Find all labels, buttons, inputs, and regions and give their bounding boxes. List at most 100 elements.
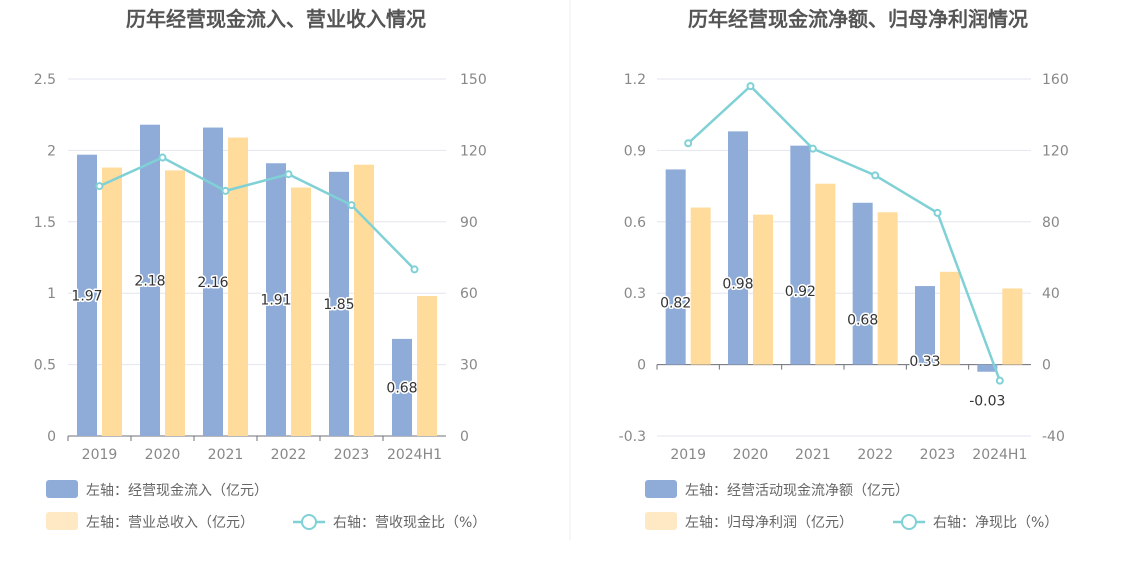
legend-swatch-bar (46, 512, 78, 530)
bar-secondary (354, 164, 374, 436)
category-label: 2024H1 (387, 447, 442, 463)
category-label: 2023 (334, 447, 370, 463)
category-label: 2019 (82, 447, 118, 463)
category-label: 2021 (208, 447, 244, 463)
right-axis-tick: 60 (460, 286, 478, 302)
left-axis-tick: 2 (47, 143, 56, 159)
bar-secondary (291, 187, 311, 436)
bar-primary (790, 145, 811, 365)
left-axis-tick: 0.3 (624, 286, 646, 302)
bar-primary (977, 364, 998, 372)
line-point (808, 144, 817, 153)
legend-label: 左轴：营业总收入（亿元） (86, 515, 254, 531)
legend-label: 右轴：营收现金比（%） (333, 515, 486, 531)
line-point (746, 82, 755, 91)
bar-primary (140, 124, 160, 437)
line-point (284, 170, 293, 179)
line-point (995, 376, 1004, 385)
right-axis-tick: 120 (1042, 143, 1069, 159)
bar-data-label: 0.33 (909, 354, 940, 370)
left-axis-tick: 1.2 (624, 72, 646, 88)
bar-primary (852, 202, 873, 365)
legend-swatch-bar (645, 480, 677, 498)
legend-swatch-point (901, 514, 917, 530)
category-label: 2020 (733, 447, 769, 463)
chart-title: 历年经营现金流入、营业收入情况 (126, 7, 426, 31)
right-axis-tick: 90 (460, 215, 478, 231)
bar-data-label: 1.85 (323, 297, 354, 313)
category-label: 2019 (670, 447, 706, 463)
bar-data-label: 2.18 (134, 273, 165, 289)
legend-swatch-bar (46, 480, 78, 498)
right-axis-tick: 150 (460, 72, 487, 88)
legend-label: 左轴：归母净利润（亿元） (685, 514, 853, 531)
chart-panel-net-cashflow-profit: 历年经营现金流净额、归母净利润情况 -0.3 0 0.3 0.6 0.9 1.2 -40 0 40… (619, 7, 1069, 531)
line-series (687, 84, 1002, 382)
bar-primary (728, 131, 748, 365)
legend-swatch-bar (645, 512, 677, 530)
left-axis-tick: 0 (47, 429, 56, 445)
bar-primary (77, 154, 97, 436)
right-axis-tick: 30 (460, 358, 478, 374)
category-label: 2021 (795, 447, 831, 463)
line-point (158, 153, 167, 162)
line-point (95, 182, 104, 191)
chart-panel-cash-inflow-revenue: 历年经营现金流入、营业收入情况 0 0.5 1 1.5 2 2.5 0 30 60 90 120 150… (34, 7, 487, 531)
bar-data-label: 0.92 (785, 284, 816, 300)
bar-secondary (165, 170, 185, 436)
bar-primary (392, 338, 412, 436)
left-axis-tick: 2.5 (34, 72, 56, 88)
bar-primary (266, 163, 286, 436)
bar-secondary (877, 212, 898, 365)
line-series (98, 156, 416, 271)
right-axis-tick: 0 (1042, 358, 1051, 374)
category-label: 2023 (920, 447, 956, 463)
bar-data-label: 2.16 (197, 275, 228, 291)
bar-secondary (228, 137, 248, 436)
bar-data-label: 1.91 (260, 293, 291, 309)
bar-primary (203, 127, 223, 436)
category-label: 2022 (271, 447, 307, 463)
left-axis-tick: 0.6 (624, 215, 646, 231)
bar-secondary (940, 271, 960, 365)
bar-secondary (815, 183, 836, 365)
left-axis-tick: 0 (637, 358, 646, 374)
right-axis-tick: 40 (1042, 286, 1060, 302)
bar-data-label: 1.97 (71, 288, 102, 304)
bar-primary (665, 169, 686, 365)
bar-data-label: -0.03 (969, 393, 1005, 409)
legend-label: 左轴：经营现金流入（亿元） (86, 483, 268, 499)
right-axis-tick: 0 (460, 429, 469, 445)
legend-label: 右轴：净现比（%） (933, 515, 1058, 531)
bar-data-label: 0.98 (722, 277, 753, 293)
legend-swatch-point (301, 514, 317, 530)
left-axis-tick: 1.5 (34, 215, 56, 231)
right-axis-tick: 120 (460, 143, 487, 159)
legend-label: 左轴：经营活动现金流净额（亿元） (685, 483, 909, 499)
bar-secondary (753, 214, 773, 365)
category-label: 2024H1 (972, 447, 1027, 463)
legend: 左轴：经营现金流入（亿元） 左轴：营业总收入（亿元） 右轴：营收现金比（%） (46, 480, 486, 531)
bar-primary (915, 286, 935, 365)
bar-data-label: 0.82 (660, 296, 691, 312)
right-axis-tick: -40 (1042, 429, 1065, 445)
bar-primary (329, 171, 349, 436)
bar-data-label: 0.68 (386, 380, 417, 396)
bar-secondary (102, 167, 122, 436)
line-point (684, 139, 693, 148)
bar-data-label: 0.68 (847, 312, 878, 328)
right-axis-tick: 160 (1042, 72, 1069, 88)
left-axis-tick: 1 (47, 286, 56, 302)
right-axis-tick: 80 (1042, 215, 1060, 231)
bar-secondary (1002, 288, 1023, 365)
category-label: 2022 (857, 447, 893, 463)
left-axis-tick: -0.3 (619, 429, 646, 445)
legend: 左轴：经营活动现金流净额（亿元） 左轴：归母净利润（亿元） 右轴：净现比（%） (645, 480, 1058, 531)
bar-secondary (690, 207, 711, 365)
line-point (410, 265, 419, 274)
category-label: 2020 (145, 447, 181, 463)
line-point (871, 171, 880, 180)
line-point (933, 208, 942, 217)
line-point (221, 186, 230, 195)
